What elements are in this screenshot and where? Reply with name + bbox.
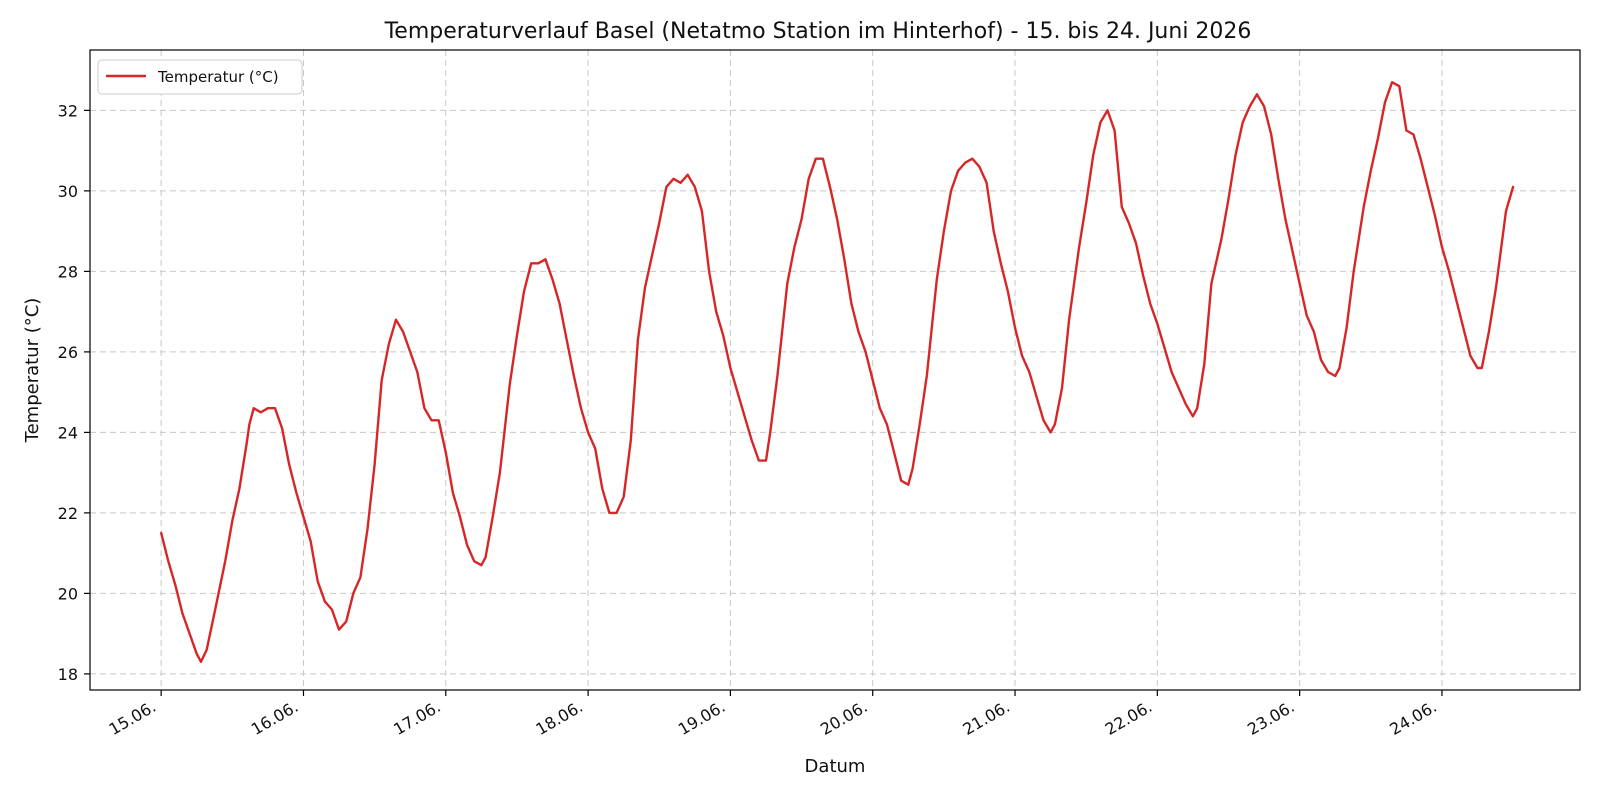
x-tick-label: 18.06. <box>533 697 587 739</box>
x-tick-label: 20.06. <box>817 697 871 739</box>
chart-title: Temperaturverlauf Basel (Netatmo Station… <box>384 19 1252 44</box>
plot-frame <box>89 49 1581 691</box>
y-tick-label: 26 <box>58 343 78 362</box>
x-tick-label: 21.06. <box>959 697 1013 739</box>
x-tick-label: 24.06. <box>1386 697 1440 739</box>
legend: Temperatur (°C) <box>97 59 303 95</box>
x-axis-ticks: 15.06. 16.06. 17.06. 18.06. 19.06. 20.06. 21.0… <box>106 690 1443 739</box>
y-tick-label: 24 <box>58 423 78 442</box>
series-line-temperatur <box>160 81 1515 663</box>
y-tick-label: 30 <box>58 182 78 201</box>
series-layer <box>160 81 1515 663</box>
x-tick-label: 22.06. <box>1102 697 1156 739</box>
y-tick-label: 28 <box>58 262 78 281</box>
grid-lines <box>90 50 1580 690</box>
y-tick-label: 32 <box>58 101 78 120</box>
x-tick-label: 16.06. <box>248 697 302 739</box>
x-tick-label: 23.06. <box>1244 697 1298 739</box>
y-axis-ticks: 18 20 22 24 26 28 30 32 <box>58 101 90 684</box>
y-axis-label: Temperatur (°C) <box>22 298 43 444</box>
y-tick-label: 22 <box>58 504 78 523</box>
y-tick-label: 18 <box>58 665 78 684</box>
legend-label: Temperatur (°C) <box>157 68 279 86</box>
x-tick-label: 19.06. <box>675 697 729 739</box>
y-tick-label: 20 <box>58 584 78 603</box>
x-tick-label: 17.06. <box>390 697 444 739</box>
x-axis-label: Datum <box>805 756 866 777</box>
x-tick-label: 15.06. <box>106 697 160 739</box>
legend-box <box>97 59 303 95</box>
